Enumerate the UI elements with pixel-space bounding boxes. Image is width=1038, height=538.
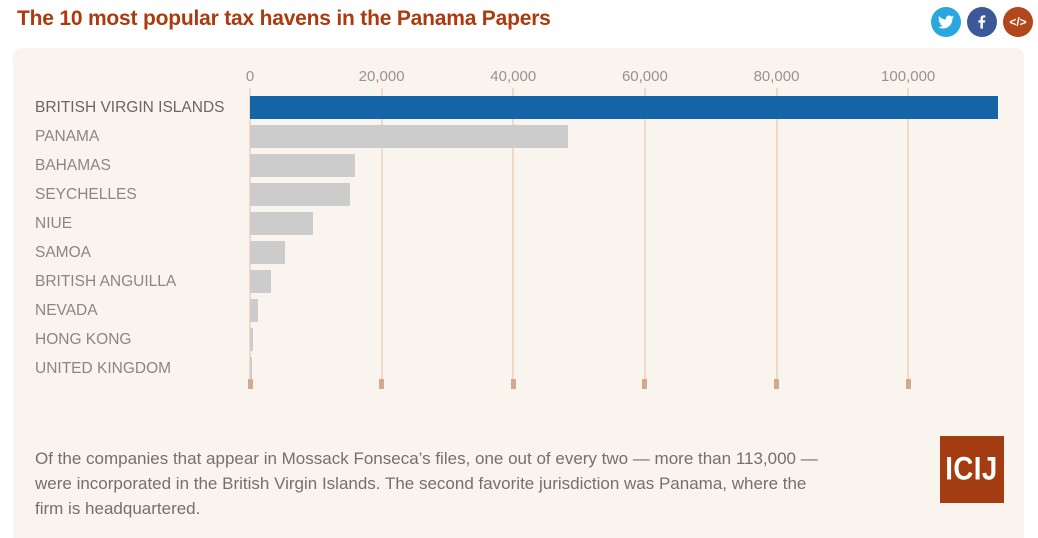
gridline bbox=[643, 88, 646, 389]
category-label: BRITISH VIRGIN ISLANDS bbox=[35, 99, 225, 116]
axis-tick bbox=[642, 379, 648, 389]
icij-logo-text: ICIJ bbox=[945, 451, 999, 487]
page-title: The 10 most popular tax havens in the Pa… bbox=[17, 7, 551, 30]
axis-tick bbox=[379, 379, 385, 389]
axis-tick bbox=[510, 379, 516, 389]
facebook-icon bbox=[974, 14, 990, 30]
axis-tick bbox=[247, 379, 253, 389]
embed-button[interactable]: </> bbox=[1003, 7, 1033, 37]
category-label: SAMOA bbox=[35, 244, 91, 261]
gridline bbox=[512, 88, 515, 389]
bar[interactable] bbox=[250, 270, 272, 293]
icij-logo[interactable]: ICIJ bbox=[940, 436, 1004, 503]
x-axis-tick-label: 40,000 bbox=[490, 68, 537, 85]
category-label: NEVADA bbox=[35, 302, 98, 319]
bar[interactable] bbox=[250, 328, 253, 351]
gridline bbox=[907, 88, 910, 389]
x-axis-tick-label: 0 bbox=[245, 68, 255, 85]
bar[interactable] bbox=[250, 241, 285, 264]
embed-code-icon: </> bbox=[1009, 15, 1027, 29]
twitter-icon bbox=[938, 14, 954, 30]
bar[interactable] bbox=[250, 125, 569, 148]
category-label: PANAMA bbox=[35, 128, 100, 145]
gridline bbox=[380, 88, 383, 389]
x-axis-tick-label: 60,000 bbox=[621, 68, 668, 85]
category-label: BRITISH ANGUILLA bbox=[35, 273, 177, 290]
axis-tick bbox=[905, 379, 911, 389]
x-axis-tick-label: 20,000 bbox=[358, 68, 405, 85]
bar[interactable] bbox=[250, 183, 350, 206]
category-label: NIUE bbox=[35, 215, 73, 232]
bar[interactable] bbox=[250, 357, 252, 380]
gridline bbox=[775, 88, 778, 389]
bar[interactable] bbox=[250, 299, 259, 322]
x-axis-tick-label: 80,000 bbox=[753, 68, 800, 85]
chart-panel: 0 20,000 40,000 60,000 80,000 100,000 BRITISH … bbox=[13, 48, 1024, 538]
category-label: SEYCHELLES bbox=[35, 186, 137, 203]
category-label: UNITED KINGDOM bbox=[35, 360, 172, 377]
share-bar: </> bbox=[931, 7, 1033, 37]
category-label: HONG KONG bbox=[35, 331, 132, 348]
bar[interactable] bbox=[250, 154, 355, 177]
chart-caption: Of the companies that appear in Mossack … bbox=[35, 449, 818, 518]
bar[interactable] bbox=[250, 96, 998, 119]
bar[interactable] bbox=[250, 212, 314, 235]
gridline bbox=[249, 88, 251, 389]
x-axis-tick-label: 100,000 bbox=[881, 68, 936, 85]
category-label: BAHAMAS bbox=[35, 157, 111, 174]
twitter-share-button[interactable] bbox=[931, 7, 961, 37]
facebook-share-button[interactable] bbox=[967, 7, 997, 37]
axis-tick bbox=[774, 379, 780, 389]
